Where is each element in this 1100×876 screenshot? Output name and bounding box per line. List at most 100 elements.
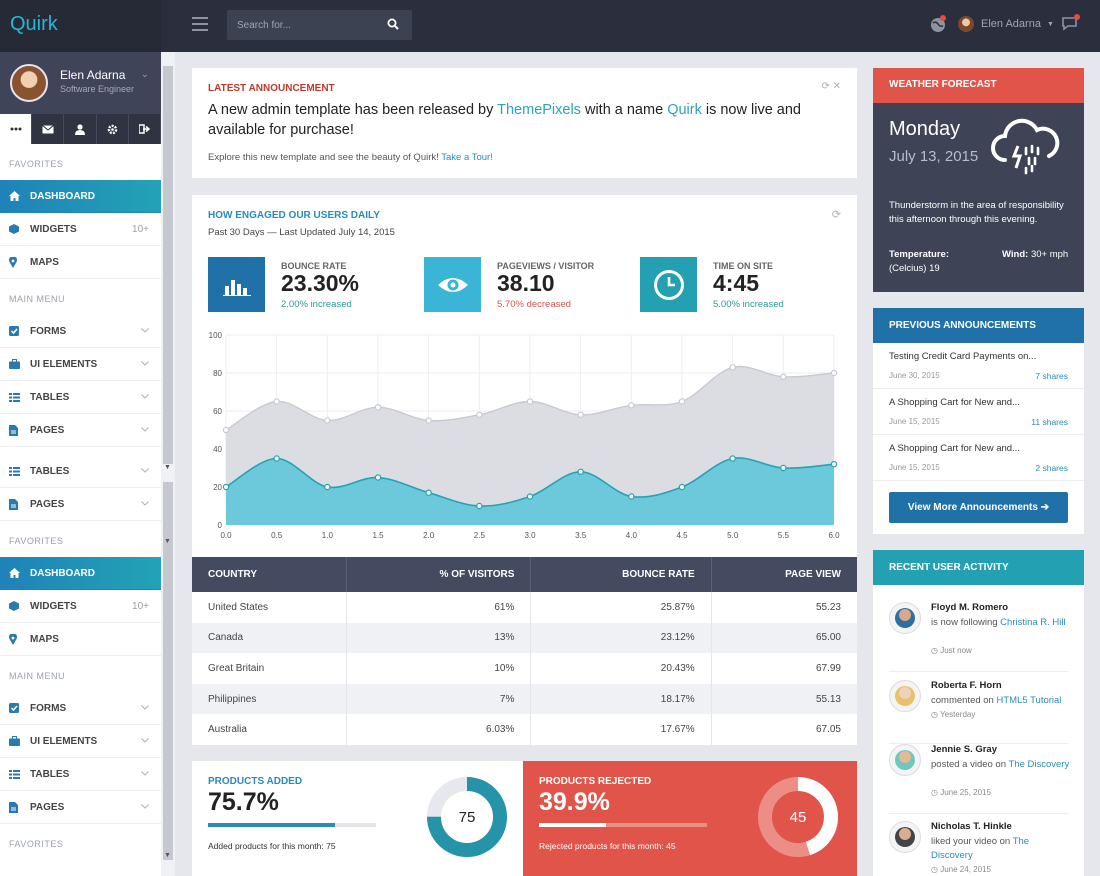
sidebar-item-pages[interactable]: PAGES — [0, 488, 161, 521]
products-added-value: 75.7% — [208, 788, 279, 816]
column-header[interactable]: PAGE VIEW — [711, 557, 857, 592]
briefcase-icon — [9, 736, 21, 746]
scroll-down-arrow-icon[interactable]: ▼ — [164, 464, 171, 471]
sign-out-icon[interactable] — [128, 114, 161, 144]
activity-user-name[interactable]: Roberta F. Horn — [931, 680, 1002, 691]
map-marker-icon — [9, 256, 21, 268]
pageview-cell: 65.00 — [711, 622, 857, 654]
arrow-right-icon: ➔ — [1040, 502, 1050, 513]
search-box — [227, 10, 412, 40]
quirk-link[interactable]: Quirk — [667, 102, 702, 118]
announcement-shares[interactable]: 11 shares — [1031, 417, 1068, 427]
cube-icon — [9, 224, 21, 234]
activity-user-name[interactable]: Jennie S. Gray — [931, 744, 998, 755]
stat-label: TIME ON SITE — [713, 261, 774, 271]
profile-avatar[interactable] — [10, 64, 48, 102]
view-more-announcements-button[interactable]: View More Announcements ➔ — [889, 492, 1068, 523]
avatar[interactable] — [889, 602, 921, 634]
activity-link[interactable]: The Discovery — [1008, 759, 1070, 770]
avatar[interactable] — [889, 680, 921, 712]
column-header[interactable]: BOUNCE RATE — [530, 557, 712, 592]
announcement-title[interactable]: A Shopping Cart for New and... — [889, 397, 1020, 408]
country-cell: Australia — [192, 714, 347, 745]
activity-user-name[interactable]: Floyd M. Romero — [931, 602, 1009, 613]
announcement-title[interactable]: A Shopping Cart for New and... — [889, 443, 1020, 454]
announcement-shares[interactable]: 2 shares — [1035, 463, 1068, 473]
activity-time: ◷ June 24, 2015 — [931, 865, 991, 874]
announcement-shares[interactable]: 7 shares — [1035, 371, 1068, 381]
data-point — [324, 483, 331, 491]
data-point — [526, 398, 534, 405]
weather-panel: WEATHER FORECAST Monday July 13, 2015 Th… — [873, 68, 1084, 292]
column-header[interactable]: % OF VISITORS — [346, 557, 532, 592]
activity-verb: liked your video on — [931, 836, 1013, 847]
sidebar-item-dashboard[interactable]: DASHBOARD — [0, 180, 161, 213]
sidebar-item-tables[interactable]: TABLES — [0, 758, 161, 791]
sidebar-item-ui-elements[interactable]: UI ELEMENTS — [0, 348, 161, 381]
sidebar-item-widgets[interactable]: WIDGETS 10+ — [0, 590, 161, 623]
activity-item: Nicholas T. Hinkle liked your video on T… — [889, 821, 1068, 876]
column-header[interactable]: COUNTRY — [192, 557, 347, 592]
sidebar-item-maps[interactable]: MAPS — [0, 246, 161, 279]
avatar[interactable] — [889, 744, 921, 776]
activity-link[interactable]: The Discovery — [931, 836, 1030, 861]
activity-link[interactable]: Christina R. Hill — [1000, 617, 1066, 628]
scrollbar-thumb[interactable] — [163, 66, 173, 464]
sidebar-item-tables[interactable]: TABLES — [0, 381, 161, 414]
sidebar-item-label: UI ELEMENTS — [30, 735, 98, 747]
sidebar-item-maps[interactable]: MAPS — [0, 623, 161, 656]
data-point — [780, 464, 787, 472]
app-logo[interactable]: Quirk — [0, 0, 161, 52]
chevron-down-icon[interactable]: ⌄ — [141, 69, 149, 79]
y-tick-label: 80 — [213, 369, 222, 378]
scroll-down-arrow-icon[interactable]: ▼ — [164, 852, 171, 859]
sidebar-item-pages[interactable]: PAGES — [0, 414, 161, 447]
mail-icon[interactable] — [32, 114, 73, 144]
x-tick-label: 5.0 — [727, 531, 739, 540]
user-icon[interactable] — [64, 114, 97, 144]
take-a-tour-link[interactable]: Take a Tour! — [441, 152, 493, 163]
sidebar-group-title: MAIN MENU — [9, 294, 65, 304]
themepixels-link[interactable]: ThemePixels — [497, 102, 581, 118]
user-menu[interactable]: Elen Adarna ▼ — [958, 16, 1054, 32]
y-tick-label: 100 — [209, 331, 223, 340]
activity-link[interactable]: HTML5 Tutorial — [996, 695, 1062, 706]
avatar — [958, 16, 974, 32]
clock-icon: ◷ — [931, 865, 938, 874]
search-input[interactable] — [227, 10, 377, 40]
chevron-down-icon — [141, 427, 149, 432]
list-item[interactable]: A Shopping Cart for New and... June 15, 2… — [873, 435, 1084, 481]
data-point — [830, 369, 838, 377]
search-icon[interactable] — [387, 18, 399, 33]
scroll-down-arrow-icon[interactable]: ▼ — [164, 538, 171, 545]
sidebar-item-label: MAPS — [30, 256, 59, 268]
activity-user-name[interactable]: Nicholas T. Hinkle — [931, 821, 1012, 832]
sidebar-item-forms[interactable]: FORMS — [0, 315, 161, 348]
list-item[interactable]: Testing Credit Card Payments on... June 3… — [873, 343, 1084, 389]
profile-name[interactable]: Elen Adarna — [60, 68, 126, 82]
globe-notification-icon[interactable] — [930, 15, 946, 36]
products-rejected-note: Rejected products for this month: 45 — [539, 841, 676, 851]
sidebar-item-forms[interactable]: FORMS — [0, 692, 161, 725]
sidebar-item-dashboard[interactable]: DASHBOARD — [0, 557, 161, 590]
sidebar-item-tables[interactable]: TABLES — [0, 455, 161, 488]
hamburger-menu-icon[interactable] — [192, 17, 208, 31]
table-row: Philippines 7% 18.17% 55.13 — [192, 683, 857, 715]
sidebar-item-widgets[interactable]: WIDGETS 10+ — [0, 213, 161, 246]
sidebar-item-ui-elements[interactable]: UI ELEMENTS — [0, 725, 161, 758]
refresh-icon[interactable]: ⟳ — [831, 209, 841, 221]
gear-icon[interactable] — [96, 114, 129, 144]
announcement-title[interactable]: Testing Credit Card Payments on... — [889, 351, 1037, 362]
refresh-icon[interactable]: ⟳ — [821, 81, 830, 92]
x-tick-label: 4.5 — [676, 531, 688, 540]
avatar[interactable] — [889, 821, 921, 853]
close-icon[interactable]: ✕ — [832, 81, 841, 92]
sidebar-item-pages[interactable]: PAGES — [0, 791, 161, 824]
chat-notification-icon[interactable] — [1062, 14, 1080, 35]
top-bar: Quirk Elen Adarna ▼ — [0, 0, 1100, 52]
ellipsis-icon[interactable] — [0, 114, 33, 144]
sidebar-scrollbar[interactable]: ▼ ▼ ▼ — [161, 52, 175, 876]
list-item[interactable]: A Shopping Cart for New and... June 15, 2… — [873, 389, 1084, 435]
file-icon — [9, 498, 21, 510]
scrollbar-thumb[interactable] — [163, 482, 173, 860]
